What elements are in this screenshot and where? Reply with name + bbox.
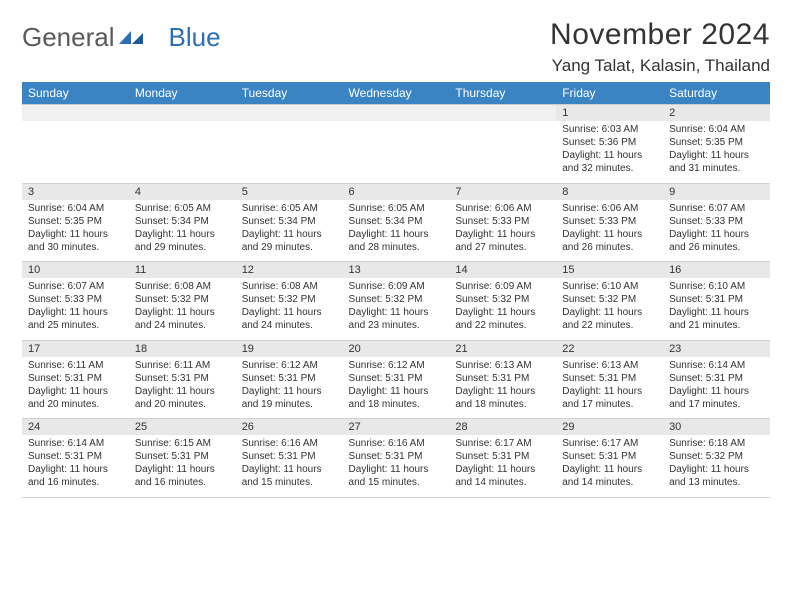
day-number-22: 22 bbox=[556, 340, 663, 357]
day-number-18: 18 bbox=[129, 340, 236, 357]
day-number-15: 15 bbox=[556, 262, 663, 279]
logo-text-2: Blue bbox=[169, 22, 221, 53]
day-number-25: 25 bbox=[129, 419, 236, 436]
location-text: Yang Talat, Kalasin, Thailand bbox=[550, 56, 770, 76]
week-content: Sunrise: 6:11 AMSunset: 5:31 PMDaylight:… bbox=[22, 357, 770, 419]
brand-logo: General Blue bbox=[22, 22, 221, 53]
day-cell-27: Sunrise: 6:16 AMSunset: 5:31 PMDaylight:… bbox=[343, 435, 450, 497]
calendar-page: General Blue November 2024 Yang Talat, K… bbox=[0, 0, 792, 508]
day-cell-4: Sunrise: 6:05 AMSunset: 5:34 PMDaylight:… bbox=[129, 200, 236, 262]
day-number-19: 19 bbox=[236, 340, 343, 357]
day-cell-17: Sunrise: 6:11 AMSunset: 5:31 PMDaylight:… bbox=[22, 357, 129, 419]
day-number-14: 14 bbox=[449, 262, 556, 279]
day-cell-9: Sunrise: 6:07 AMSunset: 5:33 PMDaylight:… bbox=[663, 200, 770, 262]
day-cell-18: Sunrise: 6:11 AMSunset: 5:31 PMDaylight:… bbox=[129, 357, 236, 419]
day-number-empty bbox=[22, 105, 129, 122]
day-cell-14: Sunrise: 6:09 AMSunset: 5:32 PMDaylight:… bbox=[449, 278, 556, 340]
day-header-row: SundayMondayTuesdayWednesdayThursdayFrid… bbox=[22, 82, 770, 105]
day-cell-2: Sunrise: 6:04 AMSunset: 5:35 PMDaylight:… bbox=[663, 121, 770, 183]
day-cell-19: Sunrise: 6:12 AMSunset: 5:31 PMDaylight:… bbox=[236, 357, 343, 419]
day-number-empty bbox=[236, 105, 343, 122]
day-number-empty bbox=[129, 105, 236, 122]
day-number-9: 9 bbox=[663, 183, 770, 200]
day-number-10: 10 bbox=[22, 262, 129, 279]
day-number-20: 20 bbox=[343, 340, 450, 357]
day-number-26: 26 bbox=[236, 419, 343, 436]
week-numbers: 24252627282930 bbox=[22, 419, 770, 436]
day-number-1: 1 bbox=[556, 105, 663, 122]
day-number-empty bbox=[449, 105, 556, 122]
day-cell-5: Sunrise: 6:05 AMSunset: 5:34 PMDaylight:… bbox=[236, 200, 343, 262]
day-number-30: 30 bbox=[663, 419, 770, 436]
day-cell-13: Sunrise: 6:09 AMSunset: 5:32 PMDaylight:… bbox=[343, 278, 450, 340]
week-numbers: 12 bbox=[22, 105, 770, 122]
day-cell-25: Sunrise: 6:15 AMSunset: 5:31 PMDaylight:… bbox=[129, 435, 236, 497]
week-numbers: 3456789 bbox=[22, 183, 770, 200]
day-cell-empty bbox=[22, 121, 129, 183]
day-number-23: 23 bbox=[663, 340, 770, 357]
day-cell-empty bbox=[343, 121, 450, 183]
day-cell-21: Sunrise: 6:13 AMSunset: 5:31 PMDaylight:… bbox=[449, 357, 556, 419]
day-number-17: 17 bbox=[22, 340, 129, 357]
day-cell-empty bbox=[129, 121, 236, 183]
day-cell-7: Sunrise: 6:06 AMSunset: 5:33 PMDaylight:… bbox=[449, 200, 556, 262]
day-cell-16: Sunrise: 6:10 AMSunset: 5:31 PMDaylight:… bbox=[663, 278, 770, 340]
week-content: Sunrise: 6:03 AMSunset: 5:36 PMDaylight:… bbox=[22, 121, 770, 183]
day-number-empty bbox=[343, 105, 450, 122]
day-number-8: 8 bbox=[556, 183, 663, 200]
day-number-7: 7 bbox=[449, 183, 556, 200]
day-number-12: 12 bbox=[236, 262, 343, 279]
week-numbers: 17181920212223 bbox=[22, 340, 770, 357]
flag-icon bbox=[119, 22, 145, 53]
week-numbers: 10111213141516 bbox=[22, 262, 770, 279]
day-cell-10: Sunrise: 6:07 AMSunset: 5:33 PMDaylight:… bbox=[22, 278, 129, 340]
day-cell-15: Sunrise: 6:10 AMSunset: 5:32 PMDaylight:… bbox=[556, 278, 663, 340]
day-number-4: 4 bbox=[129, 183, 236, 200]
day-number-13: 13 bbox=[343, 262, 450, 279]
day-number-28: 28 bbox=[449, 419, 556, 436]
day-cell-8: Sunrise: 6:06 AMSunset: 5:33 PMDaylight:… bbox=[556, 200, 663, 262]
day-header-wednesday: Wednesday bbox=[343, 82, 450, 105]
day-cell-24: Sunrise: 6:14 AMSunset: 5:31 PMDaylight:… bbox=[22, 435, 129, 497]
day-cell-empty bbox=[449, 121, 556, 183]
day-header-saturday: Saturday bbox=[663, 82, 770, 105]
day-cell-1: Sunrise: 6:03 AMSunset: 5:36 PMDaylight:… bbox=[556, 121, 663, 183]
page-header: General Blue November 2024 Yang Talat, K… bbox=[22, 18, 770, 76]
calendar-table: SundayMondayTuesdayWednesdayThursdayFrid… bbox=[22, 82, 770, 498]
day-cell-23: Sunrise: 6:14 AMSunset: 5:31 PMDaylight:… bbox=[663, 357, 770, 419]
day-number-24: 24 bbox=[22, 419, 129, 436]
day-cell-26: Sunrise: 6:16 AMSunset: 5:31 PMDaylight:… bbox=[236, 435, 343, 497]
week-content: Sunrise: 6:14 AMSunset: 5:31 PMDaylight:… bbox=[22, 435, 770, 497]
day-cell-22: Sunrise: 6:13 AMSunset: 5:31 PMDaylight:… bbox=[556, 357, 663, 419]
day-header-thursday: Thursday bbox=[449, 82, 556, 105]
day-cell-12: Sunrise: 6:08 AMSunset: 5:32 PMDaylight:… bbox=[236, 278, 343, 340]
day-cell-3: Sunrise: 6:04 AMSunset: 5:35 PMDaylight:… bbox=[22, 200, 129, 262]
day-number-6: 6 bbox=[343, 183, 450, 200]
day-header-friday: Friday bbox=[556, 82, 663, 105]
day-cell-11: Sunrise: 6:08 AMSunset: 5:32 PMDaylight:… bbox=[129, 278, 236, 340]
week-content: Sunrise: 6:07 AMSunset: 5:33 PMDaylight:… bbox=[22, 278, 770, 340]
day-header-sunday: Sunday bbox=[22, 82, 129, 105]
day-cell-20: Sunrise: 6:12 AMSunset: 5:31 PMDaylight:… bbox=[343, 357, 450, 419]
day-cell-30: Sunrise: 6:18 AMSunset: 5:32 PMDaylight:… bbox=[663, 435, 770, 497]
month-title: November 2024 bbox=[550, 18, 770, 52]
day-number-16: 16 bbox=[663, 262, 770, 279]
day-number-2: 2 bbox=[663, 105, 770, 122]
week-content: Sunrise: 6:04 AMSunset: 5:35 PMDaylight:… bbox=[22, 200, 770, 262]
day-number-21: 21 bbox=[449, 340, 556, 357]
logo-text-1: General bbox=[22, 22, 115, 53]
day-number-27: 27 bbox=[343, 419, 450, 436]
day-number-29: 29 bbox=[556, 419, 663, 436]
day-number-3: 3 bbox=[22, 183, 129, 200]
day-number-11: 11 bbox=[129, 262, 236, 279]
day-number-5: 5 bbox=[236, 183, 343, 200]
day-cell-empty bbox=[236, 121, 343, 183]
day-cell-29: Sunrise: 6:17 AMSunset: 5:31 PMDaylight:… bbox=[556, 435, 663, 497]
day-cell-28: Sunrise: 6:17 AMSunset: 5:31 PMDaylight:… bbox=[449, 435, 556, 497]
day-cell-6: Sunrise: 6:05 AMSunset: 5:34 PMDaylight:… bbox=[343, 200, 450, 262]
day-header-monday: Monday bbox=[129, 82, 236, 105]
day-header-tuesday: Tuesday bbox=[236, 82, 343, 105]
title-block: November 2024 Yang Talat, Kalasin, Thail… bbox=[550, 18, 770, 76]
